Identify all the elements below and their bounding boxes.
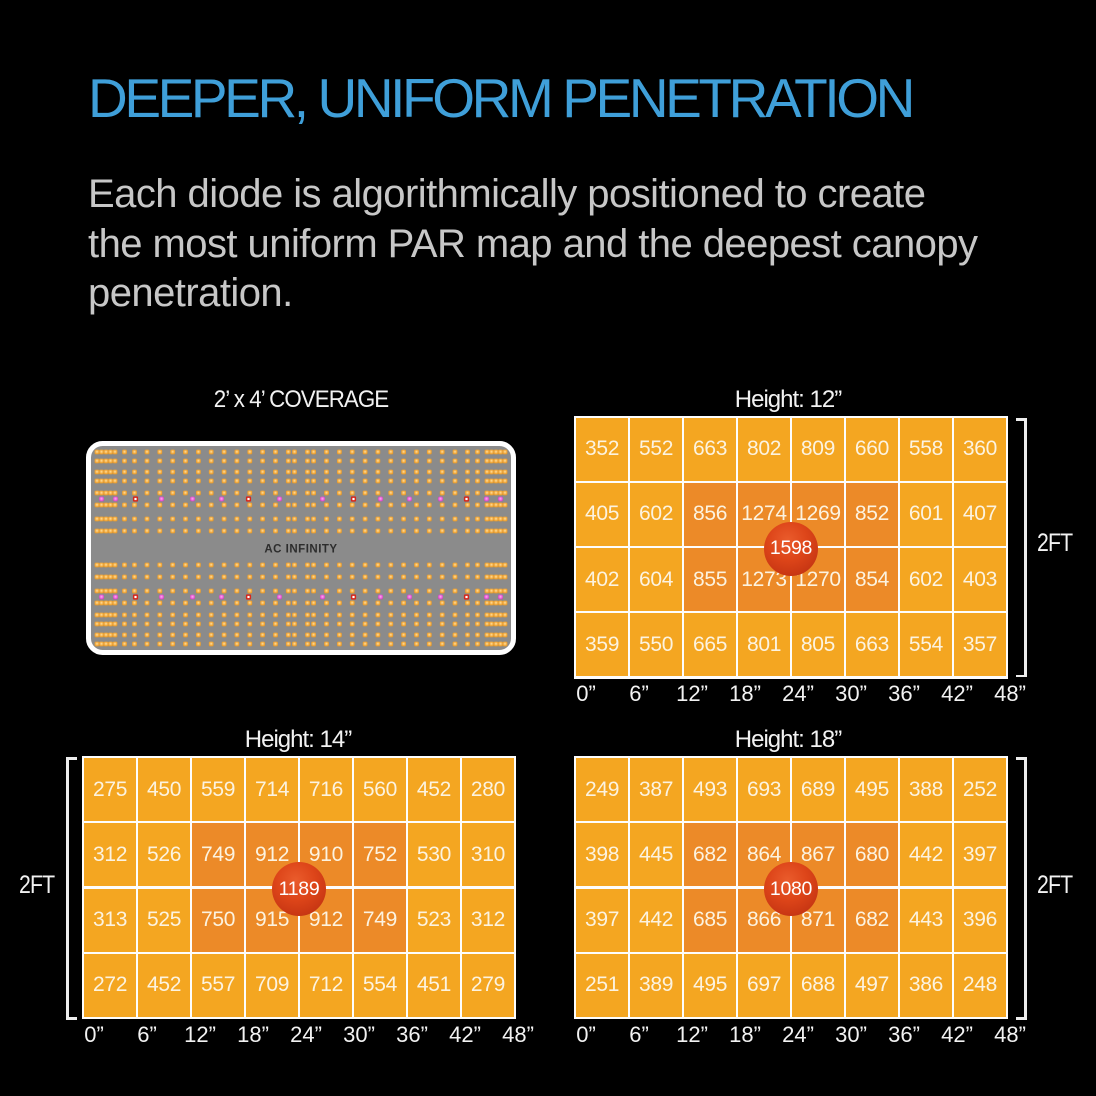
svg-text:AC INFINITY: AC INFINITY	[264, 544, 337, 556]
